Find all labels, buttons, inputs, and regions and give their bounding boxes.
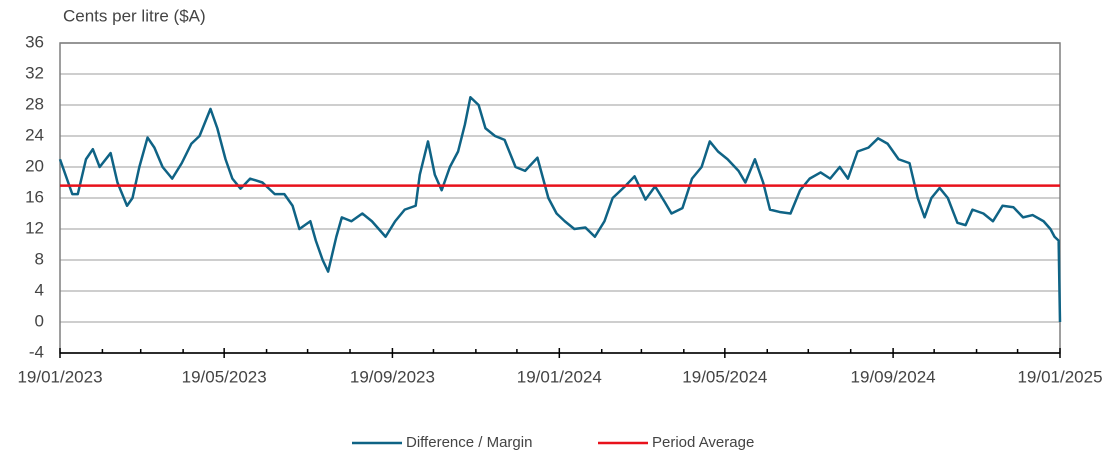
- legend-label: Period Average: [652, 434, 754, 451]
- y-tick-label: 4: [35, 280, 44, 299]
- x-tick-label: 19/09/2023: [350, 367, 435, 386]
- y-tick-label: 8: [35, 249, 44, 268]
- y-tick-label: 32: [25, 63, 44, 82]
- y-tick-label: 0: [35, 311, 44, 330]
- y-tick-label: 20: [25, 156, 44, 175]
- y-tick-label: 36: [25, 32, 44, 51]
- legend-label: Difference / Margin: [406, 434, 532, 451]
- x-tick-label: 19/05/2023: [182, 367, 267, 386]
- y-tick-label: 12: [25, 218, 44, 237]
- y-axis-label: Cents per litre ($A): [63, 6, 206, 25]
- x-tick-label: 19/01/2024: [517, 367, 602, 386]
- y-tick-label: -4: [29, 342, 44, 361]
- x-tick-label: 19/09/2024: [851, 367, 936, 386]
- y-tick-label: 28: [25, 94, 44, 113]
- x-tick-label: 19/01/2025: [1017, 367, 1102, 386]
- data-line: [58, 96, 1062, 323]
- y-tick-label: 24: [25, 125, 44, 144]
- x-tick-label: 19/05/2024: [682, 367, 767, 386]
- y-tick-label: 16: [25, 187, 44, 206]
- x-tick-label: 19/01/2023: [17, 367, 102, 386]
